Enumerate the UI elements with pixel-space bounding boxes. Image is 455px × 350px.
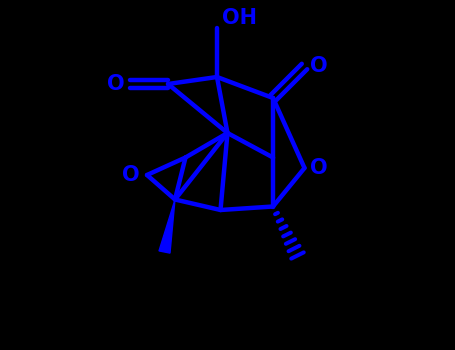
Text: O: O — [310, 56, 328, 77]
Text: OH: OH — [222, 8, 257, 28]
Polygon shape — [159, 199, 175, 253]
Text: O: O — [310, 158, 328, 178]
Text: O: O — [122, 165, 140, 185]
Text: O: O — [106, 74, 124, 94]
